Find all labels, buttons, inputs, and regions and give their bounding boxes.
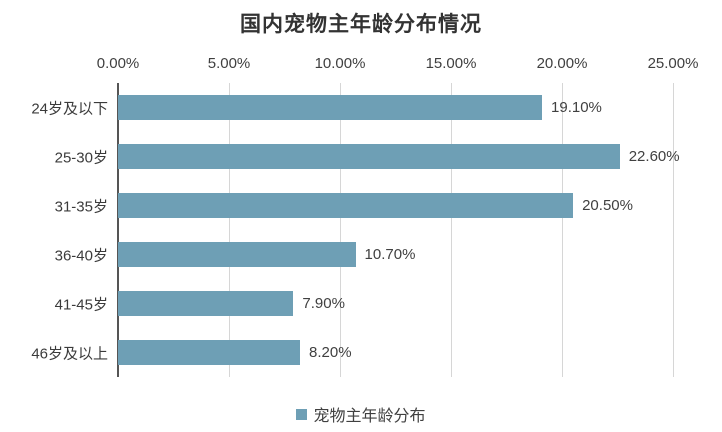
value-label: 7.90% [302,295,345,312]
bar-24岁及以下 [118,95,543,120]
category-label: 24岁及以下 [31,100,108,117]
category-label: 31-35岁 [54,198,108,215]
bar-46岁及以上 [118,340,301,365]
value-label: 8.20% [309,344,352,361]
gridline [451,83,452,377]
gridline [562,83,563,377]
x-axis-tick-label: 20.00% [536,55,588,72]
gridline [229,83,230,377]
bar-row: 22.60% [118,132,680,181]
value-label: 19.10% [551,99,602,116]
bar-row: 20.50% [118,181,673,230]
gridline [340,83,341,377]
bar-31-35岁 [118,193,574,218]
plot-area: 19.10% 22.60% 20.50% 10.70% 7.90% 8.20% [117,83,680,377]
x-axis-tick-label: 25.00% [647,55,699,72]
value-label: 22.60% [628,148,680,165]
x-axis-tick-label: 5.00% [207,55,251,72]
gridline [673,83,674,377]
category-label: 25-30岁 [54,149,108,166]
x-axis-tick-label: 10.00% [314,55,366,72]
x-axis-tick-label: 0.00% [96,55,140,72]
value-label: 10.70% [364,246,416,263]
bar-row: 7.90% [118,279,673,328]
category-label: 46岁及以上 [31,345,108,362]
x-axis-tick-label: 15.00% [425,55,477,72]
bar-row: 19.10% [118,83,673,132]
bar-41-45岁 [118,291,294,316]
y-axis-line [117,83,119,377]
legend: 宠物主年龄分布 [0,402,722,426]
bar-row: 10.70% [118,230,673,279]
category-label: 41-45岁 [54,296,108,313]
value-label: 20.50% [582,197,633,214]
chart-title: 国内宠物主年龄分布情况 [240,13,482,36]
bar-36-40岁 [118,242,356,267]
category-label: 36-40岁 [54,247,108,264]
legend-label: 宠物主年龄分布 [313,408,426,425]
legend-swatch-icon [296,408,308,420]
bar-25-30岁 [118,144,620,169]
bar-row: 8.20% [118,328,673,377]
